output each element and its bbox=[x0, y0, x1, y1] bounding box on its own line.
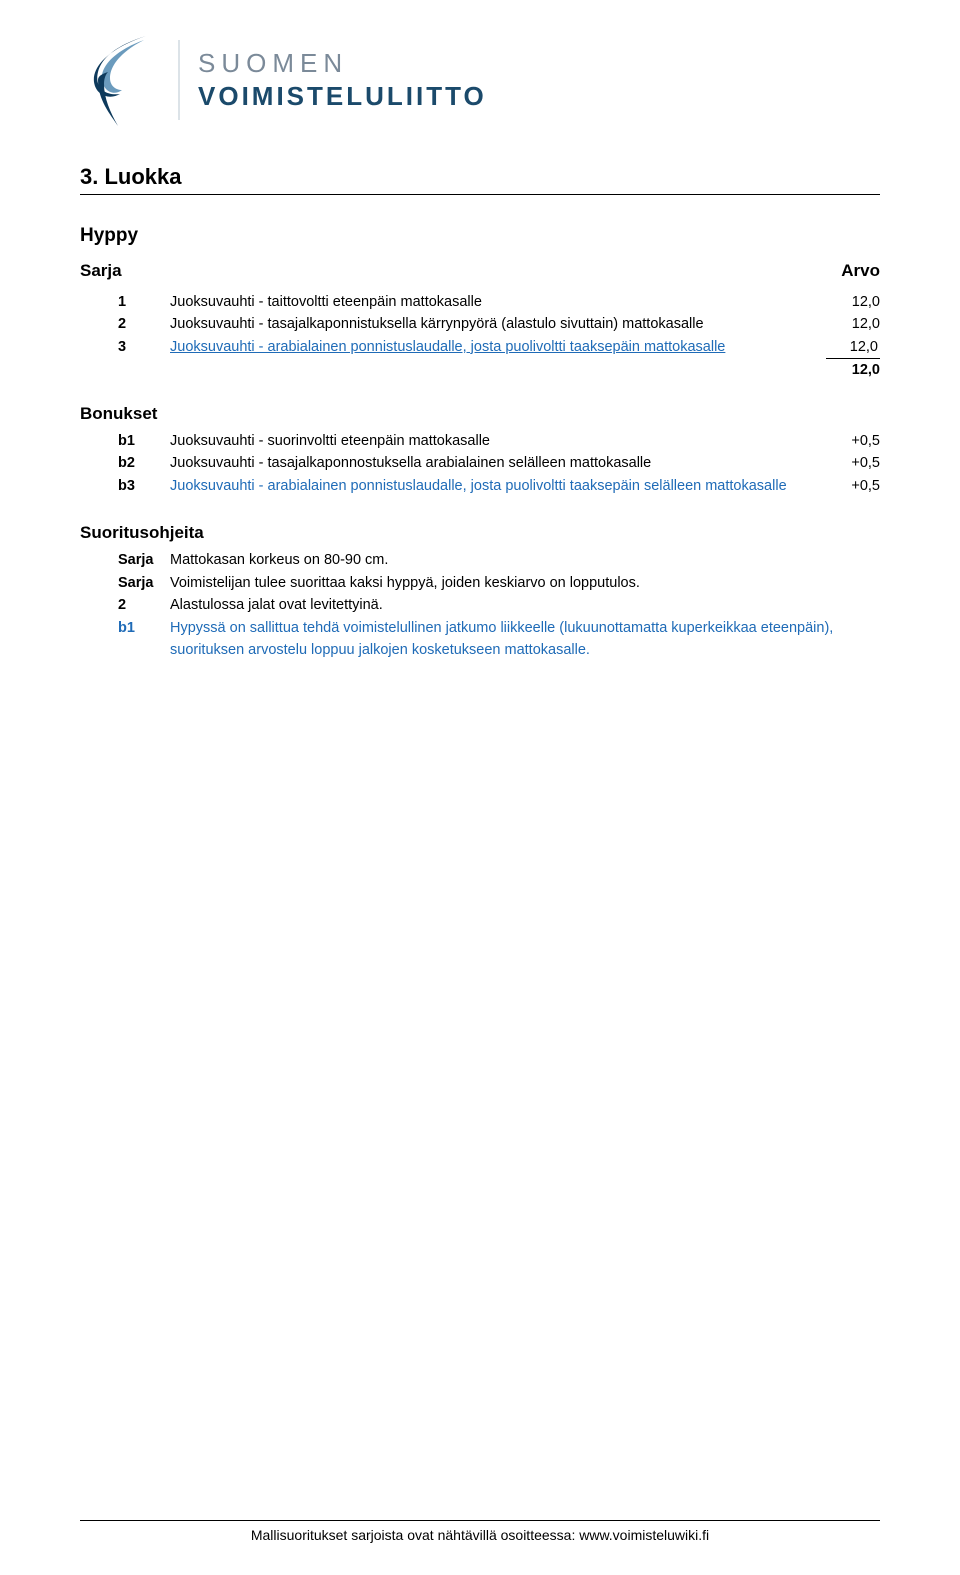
page-title: 3. Luokka bbox=[80, 164, 880, 195]
bonus-row: b1 Juoksuvauhti - suorinvoltti eteenpäin… bbox=[116, 430, 880, 452]
series-val-underlined: 12,0 bbox=[826, 336, 880, 359]
series-num: 2 bbox=[116, 313, 170, 335]
bonus-val: +0,5 bbox=[810, 430, 880, 452]
instruction-id: 2 bbox=[116, 594, 170, 616]
bonus-row: b2 Juoksuvauhti - tasajalkaponnostuksell… bbox=[116, 452, 880, 474]
instruction-id-link: b1 bbox=[116, 617, 170, 662]
page-footer: Mallisuoritukset sarjoista ovat nähtävil… bbox=[80, 1520, 880, 1543]
series-total: 12,0 bbox=[852, 362, 880, 378]
brand-line2: VOIMISTELULIITTO bbox=[198, 81, 487, 112]
series-desc: Juoksuvauhti - taittovoltti eteenpäin ma… bbox=[170, 291, 810, 313]
brand-logo-icon bbox=[80, 30, 160, 130]
instruction-desc: Alastulossa jalat ovat levitettyinä. bbox=[170, 594, 880, 616]
bonus-row: b3 Juoksuvauhti - arabialainen ponnistus… bbox=[116, 475, 880, 497]
bonus-desc-link: Juoksuvauhti - arabialainen ponnistuslau… bbox=[170, 478, 787, 494]
series-val: 12,0 bbox=[810, 313, 880, 335]
series-desc: Juoksuvauhti - tasajalkaponnistuksella k… bbox=[170, 313, 810, 335]
bonus-id: b2 bbox=[116, 452, 170, 474]
instruction-id: Sarja bbox=[116, 549, 170, 571]
series-desc-link[interactable]: Juoksuvauhti - arabialainen ponnistuslau… bbox=[170, 339, 725, 355]
bonus-id: b1 bbox=[116, 430, 170, 452]
bonus-val: +0,5 bbox=[810, 475, 880, 497]
instruction-row: Sarja Mattokasan korkeus on 80-90 cm. bbox=[116, 549, 880, 571]
instruction-desc: Voimistelijan tulee suorittaa kaksi hypp… bbox=[170, 572, 880, 594]
series-header: Sarja Arvo bbox=[80, 261, 880, 281]
series-row: 2 Juoksuvauhti - tasajalkaponnistuksella… bbox=[116, 313, 880, 335]
series-row: 3 Juoksuvauhti - arabialainen ponnistusl… bbox=[116, 336, 880, 359]
bonukset-heading: Bonukset bbox=[80, 404, 880, 424]
instructions-section: Suoritusohjeita Sarja Mattokasan korkeus… bbox=[80, 523, 880, 661]
series-num: 1 bbox=[116, 291, 170, 313]
instruction-desc: Mattokasan korkeus on 80-90 cm. bbox=[170, 549, 880, 571]
series-total-row: 12,0 bbox=[116, 359, 880, 381]
instructions-heading: Suoritusohjeita bbox=[80, 523, 880, 543]
page: SUOMEN VOIMISTELULIITTO 3. Luokka Hyppy … bbox=[0, 0, 960, 1575]
series-block: 1 Juoksuvauhti - taittovoltti eteenpäin … bbox=[80, 291, 880, 382]
series-row: 1 Juoksuvauhti - taittovoltti eteenpäin … bbox=[116, 291, 880, 313]
instruction-row: Sarja Voimistelijan tulee suorittaa kaks… bbox=[116, 572, 880, 594]
brand-divider bbox=[178, 40, 180, 120]
brand-header: SUOMEN VOIMISTELULIITTO bbox=[80, 30, 880, 130]
series-num: 3 bbox=[116, 336, 170, 358]
bonus-val: +0,5 bbox=[810, 452, 880, 474]
bonus-desc: Juoksuvauhti - tasajalkaponnostuksella a… bbox=[170, 452, 810, 474]
brand-text: SUOMEN VOIMISTELULIITTO bbox=[198, 48, 487, 112]
event-heading: Hyppy bbox=[80, 225, 880, 247]
brand-line1: SUOMEN bbox=[198, 48, 487, 79]
instruction-id: Sarja bbox=[116, 572, 170, 594]
bonukset-section: Bonukset b1 Juoksuvauhti - suorinvoltti … bbox=[80, 404, 880, 497]
instruction-desc-link: Hypyssä on sallittua tehdä voimistelulli… bbox=[170, 620, 833, 658]
bonus-id: b3 bbox=[116, 475, 170, 497]
bonus-desc: Juoksuvauhti - suorinvoltti eteenpäin ma… bbox=[170, 430, 810, 452]
series-header-right: Arvo bbox=[810, 261, 880, 281]
instruction-row: 2 Alastulossa jalat ovat levitettyinä. bbox=[116, 594, 880, 616]
instruction-row: b1 Hypyssä on sallittua tehdä voimistelu… bbox=[116, 617, 880, 662]
series-header-left: Sarja bbox=[80, 261, 810, 281]
series-val: 12,0 bbox=[810, 291, 880, 313]
